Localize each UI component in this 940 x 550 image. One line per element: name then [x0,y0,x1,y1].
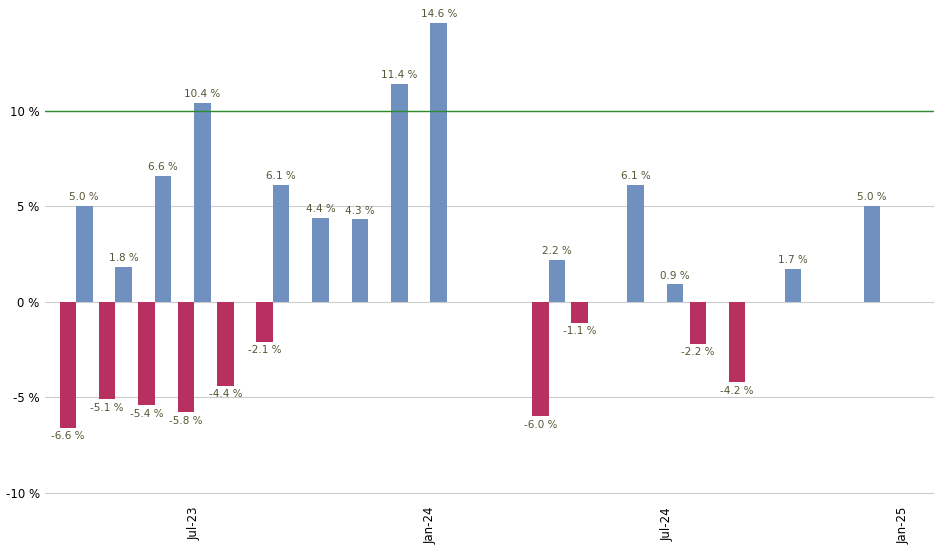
Bar [217,301,233,386]
Text: 5.0 %: 5.0 % [857,192,886,202]
Text: 2.2 %: 2.2 % [542,246,572,256]
Bar [431,23,446,301]
Bar [76,206,92,301]
Text: 0.9 %: 0.9 % [660,271,690,281]
Bar [312,218,329,301]
Bar [273,185,290,301]
Bar [138,301,155,405]
Text: 10.4 %: 10.4 % [184,89,221,99]
Bar [532,301,549,416]
Text: 14.6 %: 14.6 % [420,9,457,19]
Bar [257,301,273,342]
Text: -2.2 %: -2.2 % [682,348,714,358]
Text: 6.1 %: 6.1 % [266,171,296,182]
Text: 1.7 %: 1.7 % [778,255,808,265]
Bar [116,267,132,301]
Text: -2.1 %: -2.1 % [248,345,281,355]
Bar [572,301,588,322]
Bar [178,301,195,412]
Bar [195,103,211,301]
Text: -5.8 %: -5.8 % [169,416,203,426]
Text: -6.0 %: -6.0 % [524,420,557,430]
Text: -5.4 %: -5.4 % [130,409,164,419]
Bar [155,175,171,301]
Bar [391,84,408,301]
Text: 6.6 %: 6.6 % [149,162,178,172]
Text: 11.4 %: 11.4 % [381,70,417,80]
Bar [99,301,116,399]
Bar [666,284,683,301]
Text: -4.4 %: -4.4 % [209,389,242,399]
Bar [864,206,880,301]
Bar [59,301,76,427]
Text: -4.2 %: -4.2 % [720,386,754,395]
Text: 5.0 %: 5.0 % [70,192,99,202]
Text: -6.6 %: -6.6 % [51,431,85,442]
Text: -1.1 %: -1.1 % [563,326,596,337]
Bar [728,301,745,382]
Bar [690,301,706,344]
Bar [627,185,644,301]
Text: 6.1 %: 6.1 % [620,171,650,182]
Text: 4.4 %: 4.4 % [306,204,336,214]
Bar [549,260,565,301]
Bar [352,219,368,301]
Bar [785,269,802,301]
Text: 1.8 %: 1.8 % [109,254,138,263]
Text: -5.1 %: -5.1 % [90,403,124,413]
Text: 4.3 %: 4.3 % [345,206,375,216]
